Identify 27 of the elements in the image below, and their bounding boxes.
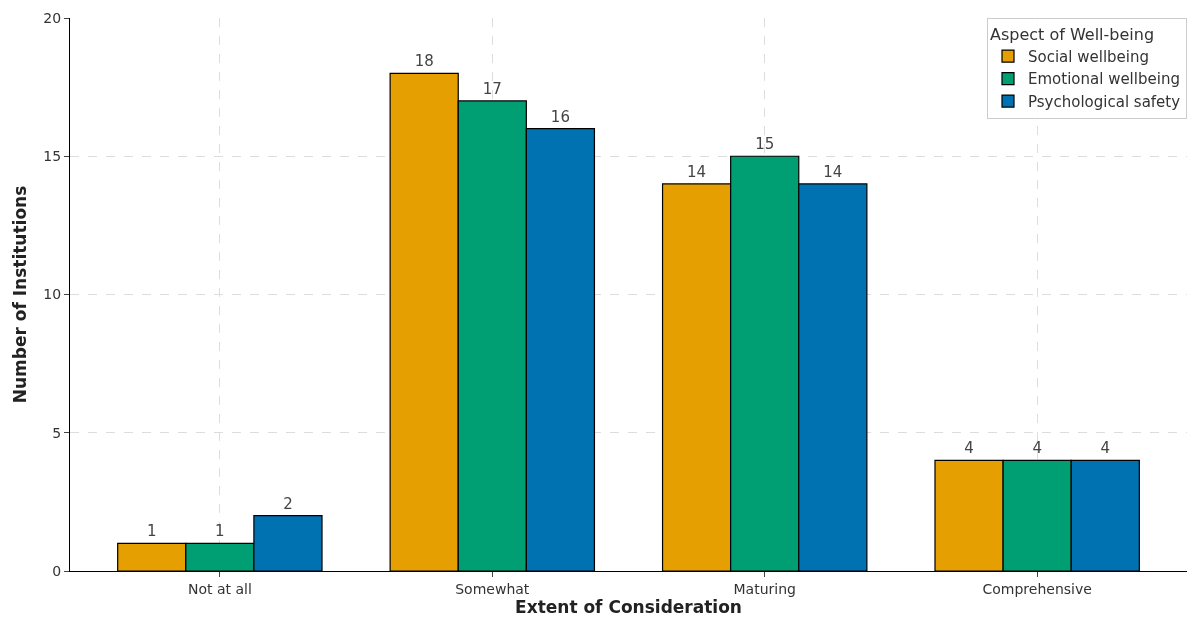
- x-tick-label: Not at all: [187, 580, 252, 597]
- y-tick-label: 10: [43, 286, 62, 303]
- legend-label: Social wellbeing: [1028, 47, 1150, 66]
- x-tick-label: Somewhat: [455, 580, 530, 597]
- y-tick-label: 20: [43, 9, 62, 26]
- y-tick-label: 0: [52, 562, 62, 579]
- data-label: 14: [687, 162, 707, 181]
- data-label: 4: [964, 439, 974, 458]
- x-tick-label: Comprehensive: [982, 580, 1092, 597]
- data-label: 2: [283, 494, 293, 513]
- y-tick-label: 15: [43, 148, 62, 165]
- legend-label: Psychological safety: [1028, 92, 1181, 111]
- data-label: 17: [482, 79, 502, 98]
- data-label: 16: [550, 107, 570, 126]
- legend-label: Emotional wellbeing: [1028, 70, 1180, 89]
- x-tick-label: Maturing: [733, 580, 796, 597]
- data-label: 1: [215, 522, 225, 541]
- data-label: 4: [1100, 439, 1111, 458]
- legend-title: Aspect of Well-being: [990, 24, 1155, 44]
- data-label: 18: [414, 52, 434, 71]
- data-label: 1: [146, 522, 157, 541]
- data-label: 4: [1032, 439, 1042, 458]
- x-axis-title: Extent of Consideration: [515, 596, 742, 617]
- data-label: 14: [823, 162, 843, 181]
- data-label: 15: [755, 135, 775, 154]
- y-axis-title: Number of Institutions: [10, 185, 30, 404]
- y-tick-label: 5: [52, 424, 62, 441]
